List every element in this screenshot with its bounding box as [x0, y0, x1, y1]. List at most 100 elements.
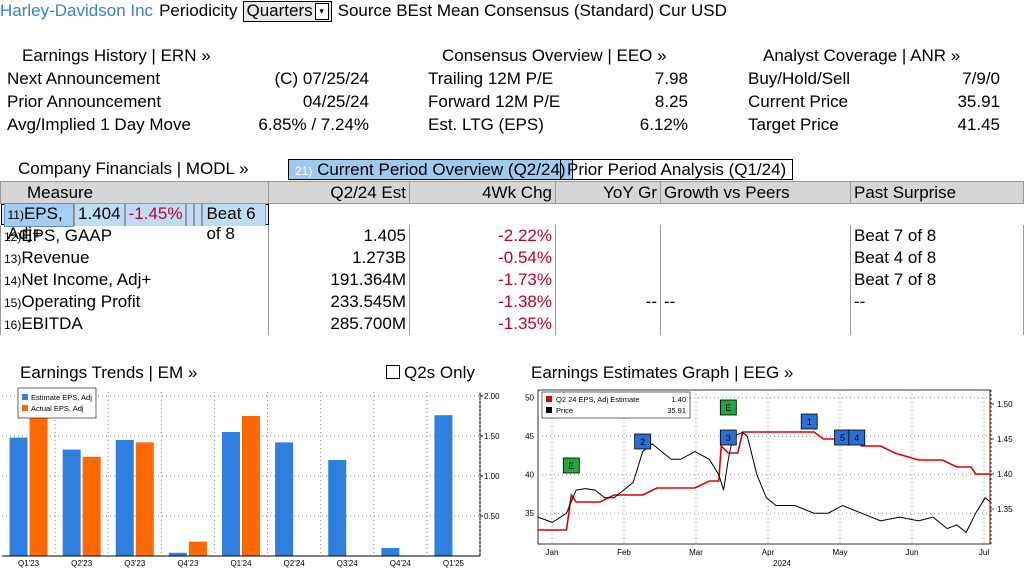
col-header-est[interactable]: Q2/24 Est: [268, 181, 410, 204]
event-marker[interactable]: 4: [848, 429, 866, 446]
consensus-overview-title[interactable]: Consensus Overview | EEO »: [442, 46, 667, 65]
surprise-cell: Beat 6 of 8: [202, 203, 266, 243]
measure-label: EBITDA: [21, 314, 83, 334]
row-number: 16): [4, 318, 22, 333]
q2s-only-checkbox[interactable]: Q2s Only: [386, 363, 475, 383]
estimate-cell: 1.404: [74, 203, 125, 226]
row-number: 11): [7, 207, 24, 222]
company-name[interactable]: Harley-Davidson Inc: [0, 1, 154, 20]
event-marker-box[interactable]: [800, 413, 818, 430]
table-row[interactable]: 16)EBITDA 285.700M -1.35%: [0, 313, 1024, 336]
table-row[interactable]: 14)Net Income, Adj+ 191.364M -1.73% Beat 7 …: [0, 269, 1024, 292]
table-row[interactable]: 15)Operating Profit 233.545M -1.38% -- -- --: [0, 291, 1024, 314]
yoy-cell: --: [555, 291, 661, 314]
event-marker[interactable]: 5: [834, 429, 851, 446]
consensus_overview-label: Trailing 12M P/E: [428, 69, 554, 88]
left-tick-label: 35: [525, 509, 534, 518]
estimates-graph-title[interactable]: Earnings Estimates Graph | EEG »: [531, 363, 794, 382]
event-marker-box[interactable]: [719, 429, 737, 446]
right-tick-label: 1.45: [997, 435, 1013, 444]
financials-header-row: Measure Q2/24 Est 4Wk Chg YoY Gr Growth …: [0, 181, 1024, 204]
right-tick-label: 1.50: [997, 400, 1013, 409]
earnings-history-panel: Next Announcement (C) 07/25/24 Prior Annou…: [7, 67, 369, 136]
earnings_history-row: Avg/Implied 1 Day Move 6.85% / 7.24%: [7, 113, 369, 136]
x-tick-label: Q1'25: [443, 559, 465, 568]
measure-label: Revenue: [21, 248, 90, 268]
company-financials-title[interactable]: Company Financials | MODL »: [18, 159, 249, 178]
analyst_coverage-row: Target Price 41.45: [748, 113, 1000, 136]
legend-label: Actual EPS, Adj: [31, 404, 84, 413]
yoy-cell: [186, 203, 195, 226]
analyst-coverage-title[interactable]: Analyst Coverage | ANR »: [763, 46, 961, 65]
consensus_overview-row: Est. LTG (EPS) 6.12%: [428, 113, 688, 136]
x-tick-label: Q4'24: [390, 559, 412, 568]
event-marker[interactable]: 3: [719, 429, 737, 446]
x-tick-label: Apr: [762, 548, 775, 557]
measure-cell[interactable]: 12)EPS, GAAP: [0, 225, 269, 248]
row-number: 13): [4, 252, 22, 267]
earnings_history-value: 6.85% / 7.24%: [258, 115, 369, 134]
measure-cell[interactable]: 14)Net Income, Adj+: [0, 269, 269, 292]
peers-cell: [660, 313, 851, 336]
legend-box: [541, 391, 691, 419]
col-header-peers[interactable]: Growth vs Peers: [660, 181, 851, 204]
x-tick-label: Q3'23: [124, 559, 146, 568]
event-marker-box[interactable]: [562, 457, 580, 474]
periodicity-label: Periodicity: [159, 1, 238, 20]
financials-table: Measure Q2/24 Est 4Wk Chg YoY Gr Growth …: [0, 181, 1024, 336]
measure-cell[interactable]: 13)Revenue: [0, 247, 269, 270]
peers-cell: [660, 247, 851, 270]
analyst_coverage-label: Target Price: [748, 115, 839, 134]
measure-label: EPS, GAAP: [21, 226, 113, 246]
source-text: Source BEst Mean Consensus (Standard) Cu…: [337, 1, 727, 20]
table-row[interactable]: 12)EPS, GAAP 1.405 -2.22% Beat 7 of 8: [0, 225, 1024, 248]
col-header-surprise[interactable]: Past Surprise: [850, 181, 1024, 204]
col-header-measure[interactable]: Measure: [0, 181, 269, 204]
event-marker-box[interactable]: [634, 433, 652, 450]
left-tick-label: 45: [525, 432, 534, 441]
yoy-cell: [555, 313, 661, 336]
measure-label: Operating Profit: [21, 292, 141, 312]
peers-cell: [660, 225, 851, 248]
header-bar: Harley-Davidson Inc Periodicity Quarters…: [0, 0, 727, 22]
yoy-cell: [555, 225, 661, 248]
row-number: 12): [4, 230, 22, 245]
x-tick-label: Q2'23: [71, 559, 93, 568]
measure-cell[interactable]: 11)EPS, Adj+: [3, 202, 75, 243]
change-cell: -1.38%: [409, 291, 556, 314]
earnings-trends-title[interactable]: Earnings Trends | EM »: [20, 363, 198, 382]
event-marker-box[interactable]: [848, 429, 866, 446]
event-marker[interactable]: E: [719, 399, 737, 416]
change-cell: -1.45%: [124, 203, 187, 226]
estimate-cell: 1.405: [268, 225, 410, 248]
table-row[interactable]: 13)Revenue 1.273B -0.54% Beat 4 of 8: [0, 247, 1024, 270]
tab-prior-period[interactable]: Prior Period Analysis (Q1/24): [560, 159, 794, 180]
y-tick-label: 1.00: [484, 472, 500, 481]
bar-actual: [188, 541, 207, 556]
consensus-overview-panel: Trailing 12M P/E 7.98 Forward 12M P/E 8.25 E…: [428, 67, 688, 136]
legend-swatch: [546, 396, 552, 402]
event-marker-label: E: [725, 403, 731, 413]
consensus_overview-value: 6.12%: [639, 115, 688, 134]
event-marker-box[interactable]: [719, 399, 737, 416]
event-marker[interactable]: E: [562, 457, 580, 474]
event-marker[interactable]: 1: [800, 413, 818, 430]
measure-cell[interactable]: 16)EBITDA: [0, 313, 269, 336]
x-tick-label: Jun: [906, 548, 919, 557]
col-header-yoy[interactable]: YoY Gr: [555, 181, 661, 204]
event-marker[interactable]: 2: [634, 433, 652, 450]
surprise-cell: --: [850, 291, 1024, 314]
periodicity-select[interactable]: Quarters ▾: [243, 0, 332, 22]
peers-cell: --: [660, 291, 851, 314]
measure-cell[interactable]: 15)Operating Profit: [0, 291, 269, 314]
dropdown-arrow-icon[interactable]: ▾: [314, 2, 329, 20]
col-header-chg[interactable]: 4Wk Chg: [409, 181, 556, 204]
right-tick-label: 1.40: [997, 470, 1013, 479]
legend-value: 35.91: [667, 406, 686, 415]
earnings-history-title[interactable]: Earnings History | ERN »: [22, 46, 211, 65]
consensus_overview-row: Trailing 12M P/E 7.98: [428, 67, 688, 90]
estimate-line: [538, 431, 990, 531]
table-row[interactable]: 11)EPS, Adj+ 1.404 -1.45% Beat 6 of 8: [0, 202, 269, 243]
checkbox-icon[interactable]: [386, 365, 400, 379]
tab-current-period[interactable]: 21) Current Period Overview (Q2/24): [288, 159, 573, 180]
